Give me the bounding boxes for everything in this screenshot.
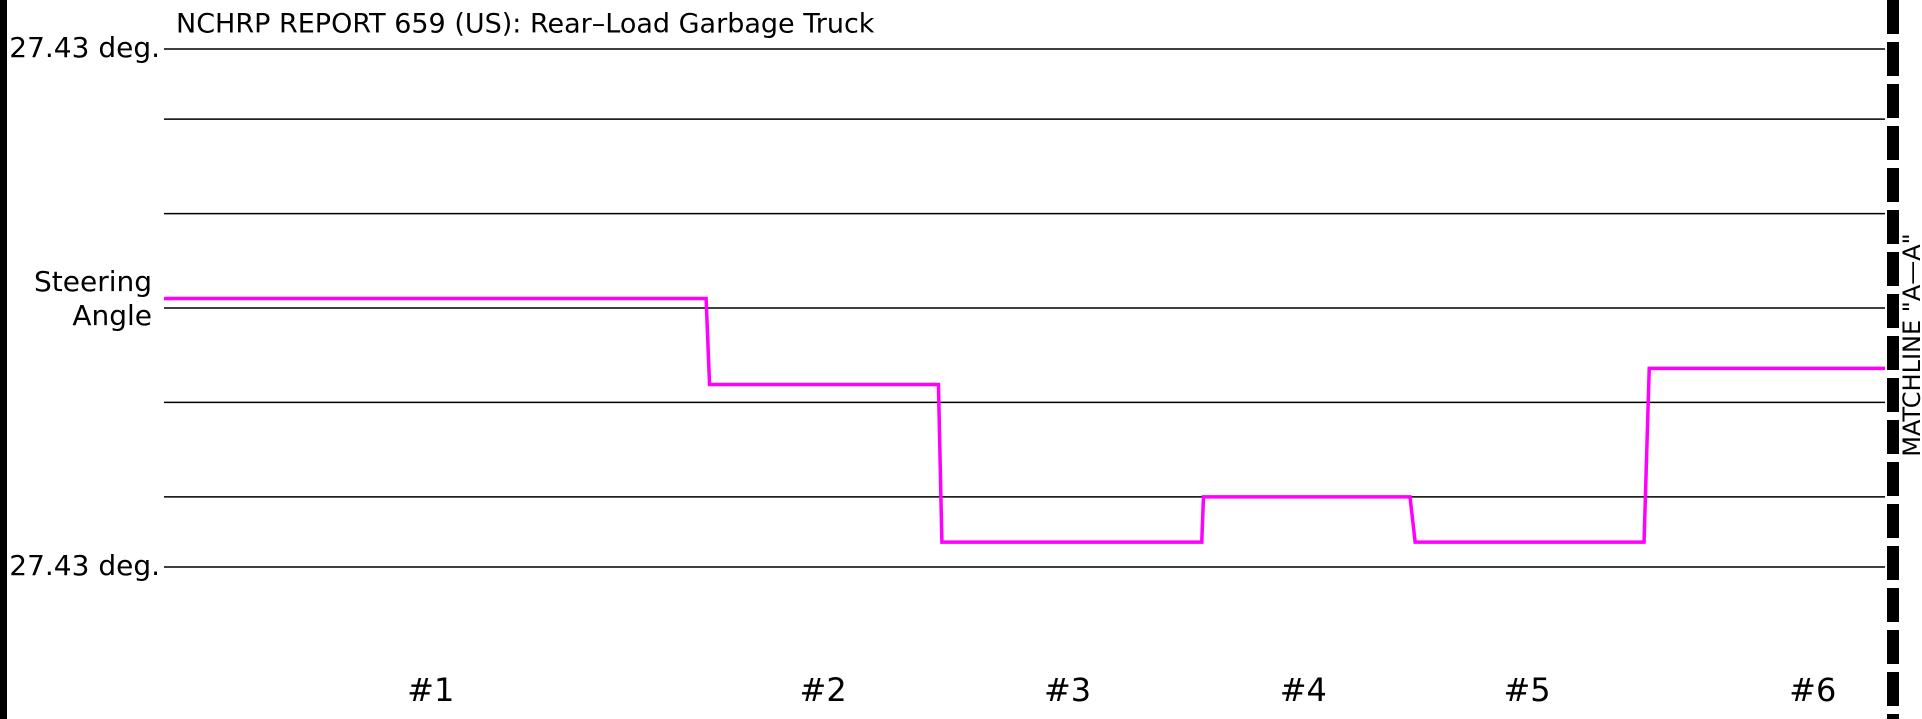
left-border <box>0 0 7 719</box>
station-label: #1 <box>407 671 454 709</box>
steering-line <box>164 296 1885 544</box>
matchline-label: MATCHLINE "A—A" <box>1898 233 1922 456</box>
chart-title: NCHRP REPORT 659 (US): Rear–Load Garbage… <box>176 9 875 40</box>
station-label: #2 <box>800 671 847 709</box>
station-label: #6 <box>1789 671 1836 709</box>
y-tick-label: 27.43 deg. <box>9 549 160 582</box>
station-label: #5 <box>1503 671 1550 709</box>
y-axis-label: Steering <box>34 265 152 298</box>
station-label: #3 <box>1044 671 1091 709</box>
station-label: #4 <box>1280 671 1327 709</box>
y-axis-label: Angle <box>72 299 152 332</box>
y-tick-label: 27.43 deg. <box>9 31 160 64</box>
